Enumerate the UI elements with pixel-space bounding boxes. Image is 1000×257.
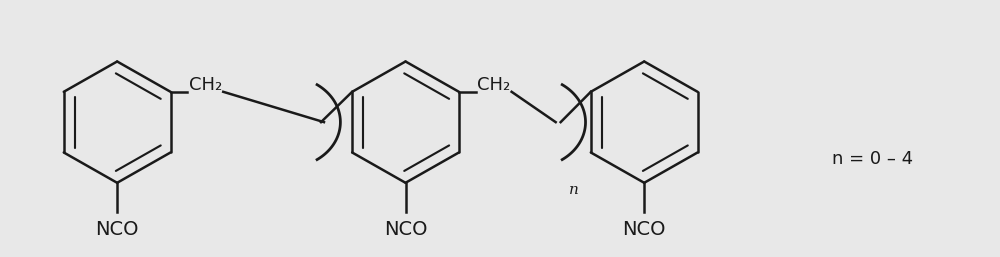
Text: CH₂: CH₂ <box>477 76 510 94</box>
Text: CH₂: CH₂ <box>189 76 222 94</box>
Text: NCO: NCO <box>622 220 666 239</box>
Text: NCO: NCO <box>384 220 427 239</box>
Text: n = 0 – 4: n = 0 – 4 <box>832 150 913 168</box>
Text: n: n <box>569 183 578 197</box>
Text: NCO: NCO <box>95 220 139 239</box>
